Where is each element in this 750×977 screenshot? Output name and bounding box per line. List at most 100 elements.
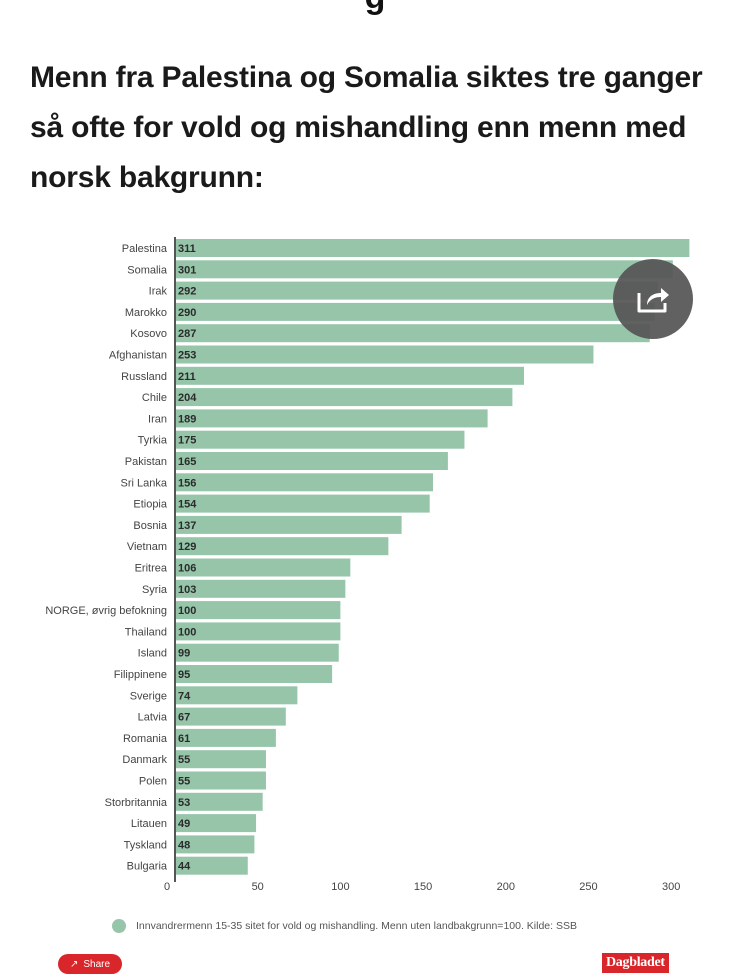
dagbladet-logo: Dagbladet [602,953,669,973]
share-small-icon: ↗ [69,958,79,970]
x-tick-label: 0 [164,881,170,893]
data-label: 55 [178,776,190,788]
data-label: 99 [178,648,190,660]
category-label: Thailand [125,626,167,638]
bar [175,430,465,449]
category-label: Russland [121,371,167,383]
category-label: Storbritannia [105,797,168,809]
article-headline: Menn fra Palestina og Somalia siktes tre… [30,61,703,194]
bar [175,388,513,407]
category-label: Vietnam [127,541,167,553]
data-label: 61 [178,733,190,745]
category-label: Danmark [122,754,167,766]
bar [175,707,286,726]
data-label: 49 [178,818,190,830]
bar [175,537,389,556]
category-label: Somalia [127,264,168,276]
category-label: Island [138,648,167,660]
legend-label: Innvandrermenn 15-35 sitet for vold og m… [136,920,577,932]
x-tick-label: 50 [252,881,264,893]
data-label: 137 [178,520,196,532]
x-tick-label: 200 [497,881,515,893]
data-label: 311 [178,243,196,255]
bar [175,814,257,833]
category-label: Afghanistan [109,350,167,362]
category-label: Polen [139,776,167,788]
category-label: Latvia [138,712,168,724]
x-tick-label: 250 [579,881,597,893]
category-label: Tyrkia [138,435,168,447]
bar [175,281,658,300]
data-label: 189 [178,413,196,425]
data-label: 204 [178,392,197,404]
bar [175,260,673,279]
data-label: 100 [178,626,196,638]
bar [175,686,298,705]
bar [175,239,690,257]
category-label: Kosovo [130,328,167,340]
data-label: 67 [178,712,190,724]
category-label: Tyskland [124,839,167,851]
bar [175,515,402,534]
bar [175,366,524,385]
bar [175,473,434,492]
share-floating-button[interactable] [613,259,693,339]
data-label: 103 [178,584,196,596]
category-label: NORGE, øvrig befokning [45,605,167,617]
category-label: Iran [148,413,167,425]
share-button[interactable]: ↗ Share [58,954,122,974]
x-tick-label: 300 [662,881,680,893]
bar [175,494,430,513]
data-label: 44 [178,861,191,873]
data-label: 55 [178,754,190,766]
category-label: Syria [142,584,168,596]
bar [175,728,276,747]
category-label: Bosnia [133,520,168,532]
bar [175,856,248,875]
category-label: Filippinene [114,669,167,681]
data-label: 290 [178,307,196,319]
category-label: Palestina [122,243,168,255]
bar [175,665,333,683]
bar [175,601,341,620]
share-button-label: Share [83,958,111,970]
category-label: Irak [149,286,168,298]
bar [175,643,339,662]
bar [175,750,266,769]
bar [175,324,650,343]
x-tick-label: 100 [331,881,349,893]
data-label: 154 [178,499,197,511]
category-label: Bulgaria [127,861,168,873]
bar [175,409,488,428]
bar [175,302,655,321]
data-label: 156 [178,477,196,489]
data-label: 129 [178,541,196,553]
data-label: 165 [178,456,196,468]
bar [175,835,255,854]
data-label: 106 [178,563,196,575]
bar [175,558,351,577]
category-label: Romania [123,733,168,745]
bar [175,792,263,811]
data-label: 175 [178,435,196,447]
data-label: 287 [178,328,196,340]
category-label: Pakistan [125,456,167,468]
category-label: Sri Lanka [121,477,168,489]
data-label: 95 [178,669,190,681]
data-label: 48 [178,839,190,851]
bar [175,345,594,364]
previous-heading-fragment: g [0,0,750,17]
category-label: Sverige [130,690,167,702]
bar [175,452,448,470]
category-label: Chile [142,392,167,404]
x-tick-label: 150 [414,881,432,893]
data-label: 292 [178,286,196,298]
data-label: 74 [178,690,191,702]
legend-swatch [112,919,126,933]
data-label: 211 [178,371,196,383]
bar-chart: 311 Palestina 301 Somalia 292 Irak 290 Marokko 2… [45,237,690,893]
bar [175,579,346,598]
category-label: Eritrea [135,563,168,575]
bar [175,622,341,641]
data-label: 253 [178,350,196,362]
